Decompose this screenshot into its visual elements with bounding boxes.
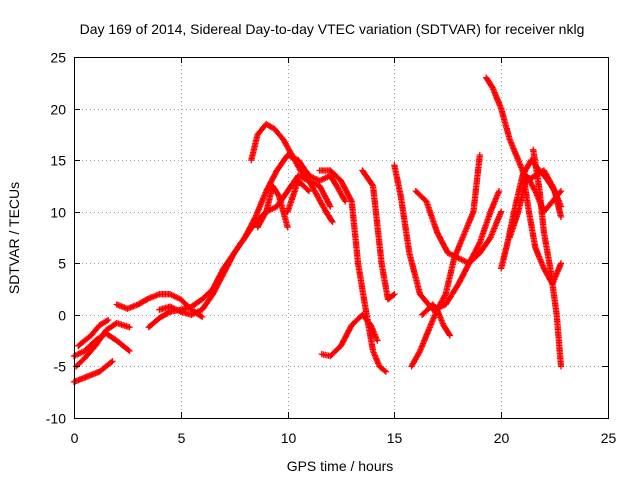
data-series-track-07 [156,172,334,319]
data-series-track-10 [284,177,313,215]
data-series-track-16 [412,187,505,267]
data-series-track-06 [145,151,349,331]
data-series-track-04 [75,316,112,349]
chart-title: Day 169 of 2014, Sidereal Day-to-day VTE… [80,21,585,37]
y-axis-label: SDTVAR / TECUs [6,182,22,294]
x-tick-label: 10 [281,430,297,446]
y-tick-label: 25 [50,50,66,66]
data-series-track-15 [408,151,483,370]
x-tick-label: 25 [601,430,617,446]
data-series-track-13 [359,167,398,303]
y-tick-label: -10 [46,411,66,427]
grid-lines [74,57,608,418]
y-tick-label: -5 [54,359,67,375]
y-tick-label: 0 [58,308,66,324]
y-tick-label: 20 [50,102,66,118]
axis-ticks [74,57,609,419]
data-series-track-17 [419,301,454,339]
plot-frame [74,57,609,419]
data-layer [70,74,565,386]
data-series-track-22 [530,146,565,370]
x-tick-label: 15 [387,430,403,446]
y-tick-label: 15 [50,153,66,169]
x-tick-label: 20 [494,430,510,446]
data-series-track-12 [318,311,381,360]
y-tick-label: 10 [50,205,66,221]
x-tick-label: 0 [71,430,79,446]
x-tick-label: 5 [178,430,186,446]
data-series-track-09 [254,182,291,231]
y-tick-labels: -10 -5 0 5 10 15 20 25 [46,50,66,427]
x-axis-label: GPS time / hours [287,458,394,474]
x-tick-labels: 0 5 10 15 20 25 [71,430,617,446]
data-series-track-08 [248,120,336,226]
y-tick-label: 5 [58,256,66,272]
